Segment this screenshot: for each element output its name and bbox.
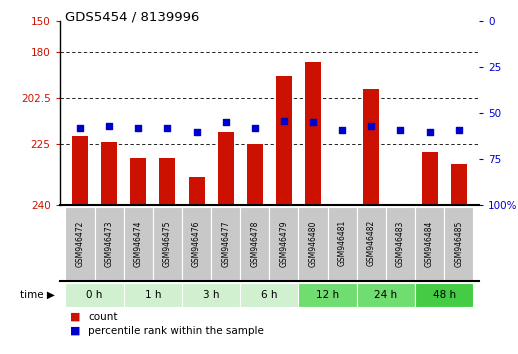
Text: GSM946484: GSM946484 <box>425 220 434 267</box>
Bar <box>305 62 321 205</box>
Point <box>163 125 171 131</box>
Text: 1 h: 1 h <box>145 290 161 300</box>
Bar <box>415 283 473 307</box>
Bar <box>357 283 415 307</box>
Bar <box>124 207 153 280</box>
Point <box>455 127 463 133</box>
Bar <box>298 283 357 307</box>
Text: GSM946472: GSM946472 <box>76 220 84 267</box>
Bar <box>298 207 328 280</box>
Bar <box>451 164 467 205</box>
Point <box>338 127 347 133</box>
Text: GSM946477: GSM946477 <box>221 220 230 267</box>
Bar <box>276 76 292 205</box>
Text: GSM946475: GSM946475 <box>163 220 172 267</box>
Bar <box>415 207 444 280</box>
Text: GSM946478: GSM946478 <box>250 220 260 267</box>
Point <box>192 129 200 135</box>
Text: GSM946473: GSM946473 <box>105 220 113 267</box>
Bar <box>386 207 415 280</box>
Bar <box>124 283 182 307</box>
Text: GSM946476: GSM946476 <box>192 220 201 267</box>
Bar <box>101 142 117 205</box>
Point <box>134 125 142 131</box>
Bar <box>357 207 386 280</box>
Bar <box>240 207 269 280</box>
Point <box>367 123 376 129</box>
Bar <box>153 207 182 280</box>
Bar <box>327 207 357 280</box>
Point <box>280 118 288 124</box>
Bar <box>182 207 211 280</box>
Bar <box>65 283 124 307</box>
Bar <box>65 207 95 280</box>
Point <box>222 120 230 125</box>
Bar <box>130 158 146 205</box>
Text: 24 h: 24 h <box>375 290 397 300</box>
Point <box>76 125 84 131</box>
Bar <box>211 207 240 280</box>
Text: ■: ■ <box>70 312 80 322</box>
Point <box>251 125 259 131</box>
Text: GSM946483: GSM946483 <box>396 220 405 267</box>
Bar <box>72 136 88 205</box>
Point <box>105 123 113 129</box>
Text: count: count <box>88 312 118 322</box>
Bar <box>189 177 205 205</box>
Text: time ▶: time ▶ <box>20 290 54 300</box>
Text: GDS5454 / 8139996: GDS5454 / 8139996 <box>65 11 199 24</box>
Text: GSM946479: GSM946479 <box>279 220 289 267</box>
Bar <box>269 207 298 280</box>
Bar <box>218 132 234 205</box>
Text: GSM946481: GSM946481 <box>338 220 347 267</box>
Text: 48 h: 48 h <box>433 290 456 300</box>
Text: GSM946482: GSM946482 <box>367 220 376 267</box>
Bar <box>160 158 176 205</box>
Text: 12 h: 12 h <box>316 290 339 300</box>
Point <box>309 120 317 125</box>
Bar <box>94 207 124 280</box>
Text: GSM946485: GSM946485 <box>454 220 463 267</box>
Text: GSM946474: GSM946474 <box>134 220 143 267</box>
Bar <box>240 283 298 307</box>
Point <box>425 129 434 135</box>
Text: ■: ■ <box>70 326 80 336</box>
Bar <box>444 207 473 280</box>
Bar <box>422 152 438 205</box>
Text: GSM946480: GSM946480 <box>309 220 318 267</box>
Text: percentile rank within the sample: percentile rank within the sample <box>88 326 264 336</box>
Text: 0 h: 0 h <box>87 290 103 300</box>
Bar <box>182 283 240 307</box>
Text: 3 h: 3 h <box>203 290 219 300</box>
Bar <box>363 89 379 205</box>
Bar <box>247 144 263 205</box>
Text: 6 h: 6 h <box>261 290 278 300</box>
Point <box>396 127 405 133</box>
